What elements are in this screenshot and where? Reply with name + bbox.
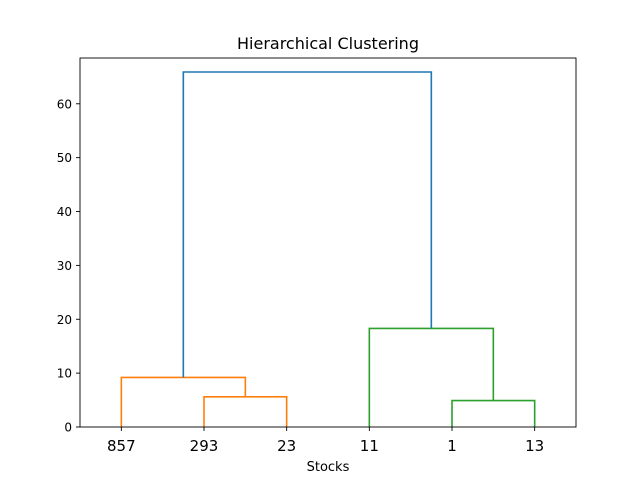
dendrogram-link-2 [120,376,247,427]
y-tick-label: 40 [57,205,72,219]
y-tick-label: 30 [57,259,72,273]
leaf-label: 1 [447,437,457,455]
leaf-label: 23 [277,437,296,455]
leaf-label: 11 [360,437,379,455]
x-axis-label: Stocks [307,460,350,475]
chart-title: Hierarchical Clustering [237,34,419,53]
leaf-label: 857 [107,437,136,455]
plot-frame [79,57,577,428]
y-tick-label: 60 [57,97,72,111]
y-tick-label: 10 [57,367,72,381]
dendrogram-links [120,71,536,427]
y-tick-label: 20 [57,313,72,327]
leaf-label: 293 [190,437,219,455]
y-tick-label: 50 [57,151,72,165]
leaf-label: 13 [525,437,544,455]
dendrogram-link-5 [182,71,433,378]
dendrogram-link-1 [203,396,288,427]
y-tick-label: 0 [64,421,72,435]
